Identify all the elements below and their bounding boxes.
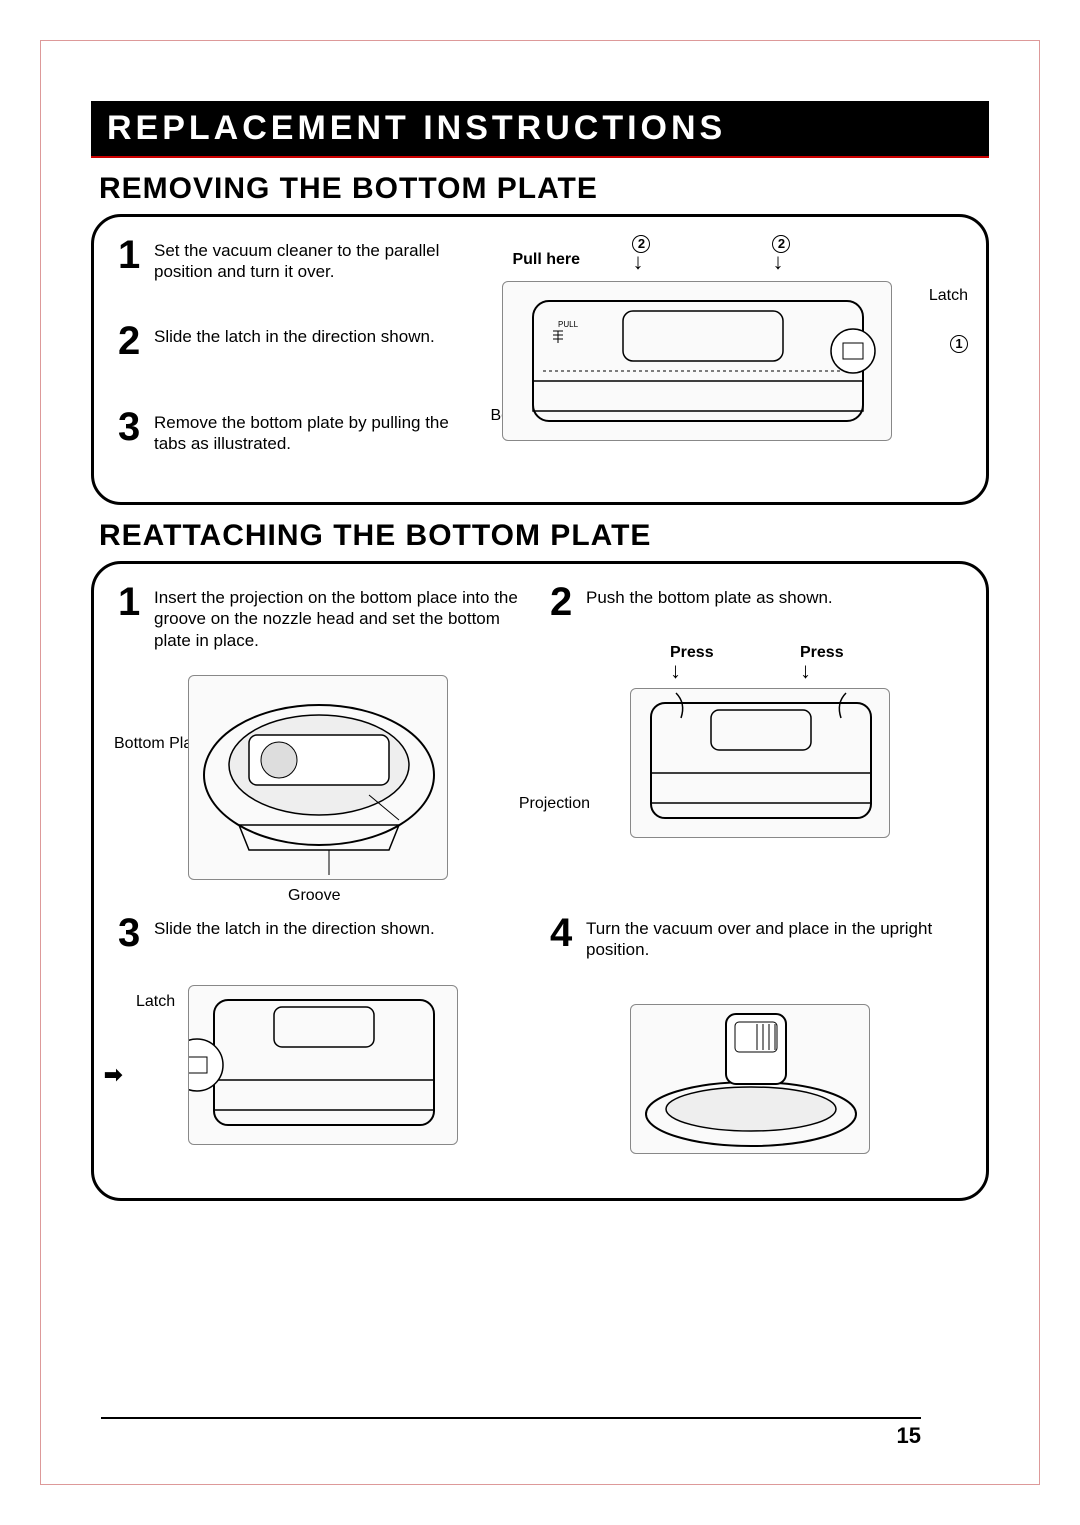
reattach-cell-2: 2 Push the bottom plate as shown. Press … xyxy=(550,584,962,905)
step-text: Remove the bottom plate by pulling the t… xyxy=(154,409,472,455)
step-number: 1 xyxy=(118,237,146,283)
reattach-cell-1: 1 Insert the projection on the bottom pl… xyxy=(118,584,530,905)
circled-2a: 2 xyxy=(632,235,650,271)
latch-label-2: Latch xyxy=(136,993,175,1011)
upright-vacuum-icon xyxy=(631,1004,869,1154)
pull-here-label: Pull here xyxy=(512,251,580,269)
removing-step-2: 2 Slide the latch in the direction shown… xyxy=(118,323,472,359)
reattach-diagram-1 xyxy=(188,675,448,880)
step-text: Slide the latch in the direction shown. xyxy=(154,915,435,951)
removing-step-1: 1 Set the vacuum cleaner to the parallel… xyxy=(118,237,472,283)
page-number: 15 xyxy=(101,1417,921,1449)
step-number: 4 xyxy=(550,915,578,961)
latch-slide-icon xyxy=(189,985,457,1145)
press-label-2: Press xyxy=(800,644,844,680)
step-text: Set the vacuum cleaner to the parallel p… xyxy=(154,237,472,283)
reattaching-section: 1 Insert the projection on the bottom pl… xyxy=(91,561,989,1201)
step-number: 2 xyxy=(550,584,578,620)
removing-heading: REMOVING THE BOTTOM PLATE xyxy=(99,172,989,206)
step-number: 1 xyxy=(118,584,146,651)
reattach-diagram-2 xyxy=(630,688,890,838)
step-text: Push the bottom plate as shown. xyxy=(586,584,833,620)
groove-label: Groove xyxy=(288,887,340,905)
removing-section: 1 Set the vacuum cleaner to the parallel… xyxy=(91,214,989,505)
svg-text:PULL: PULL xyxy=(558,320,579,329)
latch-label: Latch xyxy=(929,287,968,305)
reattach-cell-3: 3 Slide the latch in the direction shown… xyxy=(118,915,530,1175)
vacuum-bottom-icon: PULL xyxy=(503,281,891,441)
press-label-1: Press xyxy=(670,644,714,680)
step-number: 3 xyxy=(118,915,146,951)
reattach-diagram-3 xyxy=(188,985,458,1145)
step-number: 2 xyxy=(118,323,146,359)
removing-step-3: 3 Remove the bottom plate by pulling the… xyxy=(118,409,472,455)
reattach-diagram-4 xyxy=(630,1004,870,1154)
nozzle-assembly-icon xyxy=(189,675,447,880)
step-text: Insert the projection on the bottom plac… xyxy=(154,584,530,651)
arrow-right-icon: ➡ xyxy=(104,1062,122,1088)
press-plate-icon xyxy=(631,688,889,838)
circled-2b: 2 xyxy=(772,235,790,271)
step-text: Turn the vacuum over and place in the up… xyxy=(586,915,962,961)
main-title-bar: REPLACEMENT INSTRUCTIONS xyxy=(91,101,989,158)
circled-1: 1 xyxy=(950,335,968,353)
step-number: 3 xyxy=(118,409,146,455)
removing-diagram-area: Pull here 2 2 Latch 1 Bottom Plate PULL xyxy=(472,237,962,478)
step-text: Slide the latch in the direction shown. xyxy=(154,323,435,359)
removing-diagram: PULL xyxy=(502,281,892,441)
reattach-cell-4: 4 Turn the vacuum over and place in the … xyxy=(550,915,962,1175)
reattaching-heading: REATTACHING THE BOTTOM PLATE xyxy=(99,519,989,553)
page-frame: REPLACEMENT INSTRUCTIONS REMOVING THE BO… xyxy=(40,40,1040,1485)
